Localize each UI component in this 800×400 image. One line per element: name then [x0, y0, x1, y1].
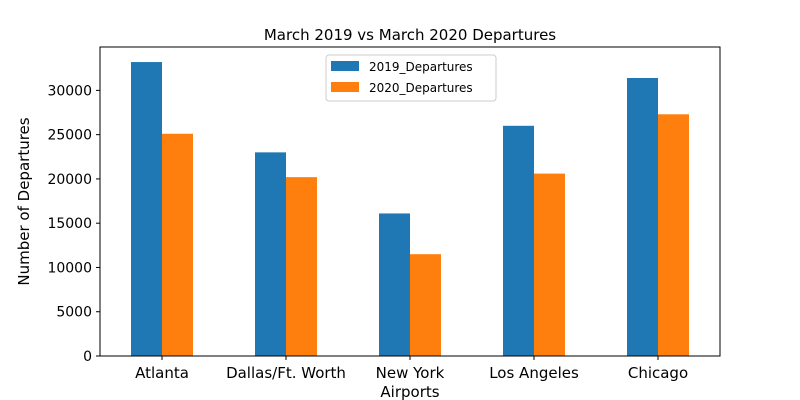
y-tick-label: 0 — [83, 349, 92, 365]
bar-2020_Departures-3 — [534, 173, 565, 356]
x-axis-title: Airports — [380, 383, 439, 400]
bar-2020_Departures-4 — [658, 114, 689, 356]
y-tick-label: 10000 — [47, 260, 92, 276]
x-tick-label: Dallas/Ft. Worth — [226, 364, 346, 382]
bar-2019_Departures-4 — [627, 77, 658, 357]
legend-box — [325, 54, 497, 102]
bar-2019_Departures-1 — [255, 152, 286, 356]
bar-2019_Departures-3 — [503, 125, 534, 356]
y-axis-ticks: 0 5000 10000 15000 20000 25000 30000 — [47, 83, 100, 365]
bar-2019_Departures-2 — [379, 213, 410, 356]
y-tick-label: 20000 — [47, 172, 92, 188]
legend-label-2020: 2020_Departures — [369, 81, 473, 95]
x-tick-label: New York — [376, 364, 445, 382]
legend-swatch-2019 — [331, 61, 359, 71]
bar-2020_Departures-1 — [286, 177, 317, 356]
y-tick-label: 15000 — [47, 216, 92, 232]
legend-label-2019: 2019_Departures — [369, 60, 473, 74]
y-tick-label: 30000 — [47, 83, 92, 99]
legend-swatch-2020 — [331, 82, 359, 92]
legend: 2019_Departures 2020_Departures — [325, 54, 497, 102]
bar-2020_Departures-0 — [162, 133, 193, 356]
chart-title: March 2019 vs March 2020 Departures — [264, 26, 556, 44]
y-tick-label: 25000 — [47, 128, 92, 144]
bar-2020_Departures-2 — [410, 254, 441, 356]
x-tick-label: Los Angeles — [489, 364, 579, 382]
y-axis-title: Number of Departures — [15, 117, 33, 285]
x-axis-ticks: Atlanta Dallas/Ft. Worth New York Los Angel… — [135, 356, 688, 382]
x-tick-label: Atlanta — [135, 364, 189, 382]
x-tick-label: Chicago — [628, 364, 688, 382]
y-tick-label: 5000 — [56, 305, 92, 321]
plot-frame — [99, 46, 721, 357]
bar-2019_Departures-0 — [131, 62, 162, 356]
bars-group — [131, 62, 689, 357]
